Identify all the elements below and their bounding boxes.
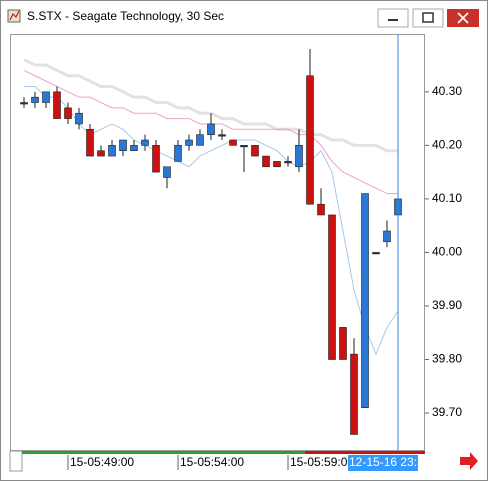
plot-layer bbox=[20, 34, 402, 450]
window-title: S.STX - Seagate Technology, 30 Sec bbox=[27, 9, 224, 23]
candle-body bbox=[108, 145, 116, 157]
y-tick-label: 40.10 bbox=[432, 191, 462, 205]
candle-body bbox=[174, 145, 182, 162]
maximize-icon bbox=[422, 12, 434, 23]
candle-body bbox=[163, 166, 171, 178]
candle-body bbox=[42, 91, 50, 103]
maximize-button[interactable] bbox=[412, 8, 444, 28]
candle-body bbox=[53, 91, 61, 119]
candle-body bbox=[130, 145, 138, 152]
candle-body bbox=[31, 96, 39, 103]
y-tick-label: 40.00 bbox=[432, 245, 462, 259]
candle-body bbox=[97, 150, 105, 157]
candle-body bbox=[295, 145, 303, 168]
candle-body bbox=[361, 193, 369, 409]
candle-body bbox=[218, 134, 226, 137]
candle-body bbox=[141, 139, 149, 146]
candle-body bbox=[251, 145, 259, 157]
close-icon bbox=[457, 12, 469, 24]
scroll-arrow[interactable] bbox=[460, 452, 478, 470]
candle-body bbox=[372, 252, 380, 255]
candle-body bbox=[86, 128, 94, 157]
y-tick-label: 40.30 bbox=[432, 84, 462, 98]
candle-body bbox=[185, 139, 193, 146]
y-tick-label: 39.80 bbox=[432, 352, 462, 366]
candle-body bbox=[350, 353, 358, 435]
y-tick-label: 39.90 bbox=[432, 298, 462, 312]
y-tick-label: 39.70 bbox=[432, 405, 462, 419]
x-tick-label: 15-05:49:00 bbox=[70, 455, 134, 469]
candle-body bbox=[64, 107, 72, 119]
x-tick-label: 15-05:54:00 bbox=[180, 455, 244, 469]
y-tick-label: 40.20 bbox=[432, 138, 462, 152]
cursor-label: 12-15-16 23:34:00 bbox=[349, 455, 447, 469]
candle-body bbox=[196, 134, 204, 146]
candle-body bbox=[229, 139, 237, 146]
minimize-button[interactable] bbox=[377, 8, 409, 28]
candle-body bbox=[20, 102, 28, 105]
candle-body bbox=[207, 123, 215, 135]
candle-body bbox=[119, 139, 127, 152]
cursor-label-bg bbox=[348, 455, 418, 471]
candle-body bbox=[383, 230, 391, 243]
candle-body bbox=[284, 161, 292, 164]
app-icon-line bbox=[9, 10, 20, 21]
candle-body bbox=[75, 112, 83, 125]
indicator-line bbox=[23, 58, 398, 153]
candle-body bbox=[328, 214, 336, 360]
candle-body bbox=[317, 203, 325, 216]
scroll-thumb[interactable] bbox=[9, 450, 23, 472]
candle-body bbox=[273, 161, 281, 168]
x-tick-label: 15-05:59:00 bbox=[290, 455, 354, 469]
candle-body bbox=[339, 327, 347, 360]
candle-body bbox=[240, 145, 248, 148]
candle-body bbox=[306, 75, 314, 205]
candle-body bbox=[262, 155, 270, 168]
candle-body bbox=[152, 145, 160, 173]
